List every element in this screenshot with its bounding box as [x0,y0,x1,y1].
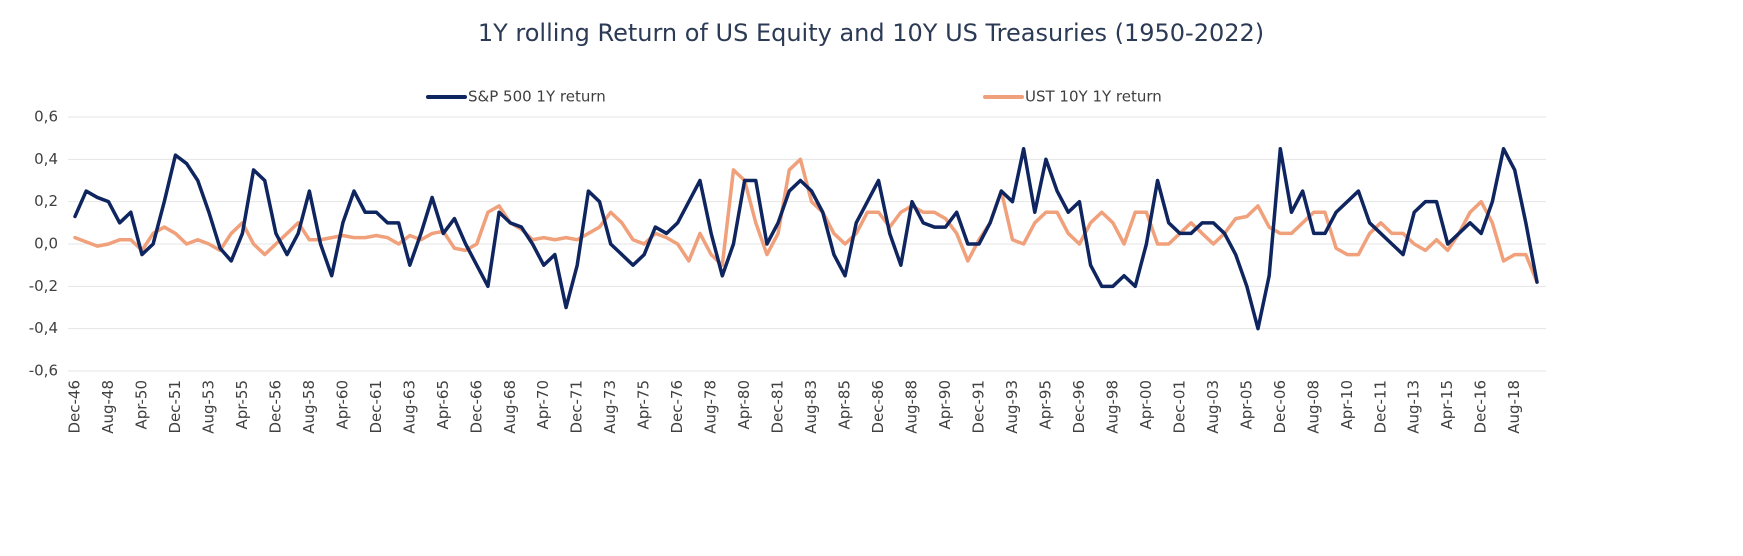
x-tick-label: Aug-03 [1204,380,1222,434]
x-tick-label: Aug-58 [300,380,318,434]
x-tick-label: Apr-80 [735,380,753,430]
x-tick-label: Dec-16 [1472,380,1490,434]
x-tick-label: Dec-91 [969,380,987,434]
x-tick-label: Apr-15 [1438,380,1456,430]
x-tick-label: Dec-66 [467,380,485,434]
x-tick-label: Apr-70 [534,380,552,430]
x-tick-label: Apr-50 [132,380,150,430]
x-tick-label: Apr-75 [635,380,653,430]
x-tick-label: Aug-08 [1304,380,1322,434]
y-tick-label: -0,6 [29,362,58,380]
x-tick-label: Aug-68 [501,380,519,434]
x-tick-label: Aug-13 [1405,380,1423,434]
x-tick-label: Dec-61 [367,380,385,434]
legend-label: UST 10Y 1Y return [1025,88,1162,106]
x-tick-label: Apr-10 [1338,380,1356,430]
series-line [73,147,1539,331]
x-tick-label: Apr-00 [1137,380,1155,430]
x-tick-label: Apr-90 [936,380,954,430]
x-tick-label: Dec-96 [1070,380,1088,434]
x-tick-label: Apr-55 [233,380,251,430]
y-tick-label: 0,0 [34,235,58,253]
x-tick-label: Dec-71 [568,380,586,434]
x-tick-label: Aug-18 [1505,380,1523,434]
x-tick-label: Aug-88 [903,380,921,434]
series-line [73,157,1539,284]
x-tick-label: Apr-05 [1237,380,1255,430]
y-tick-label: 0,2 [34,192,58,210]
x-tick-label: Aug-98 [1103,380,1121,434]
x-tick-label: Dec-81 [769,380,787,434]
x-tick-label: Apr-60 [333,380,351,430]
x-tick-label: Aug-73 [601,380,619,434]
x-tick-label: Apr-95 [1036,380,1054,430]
y-tick-label: -0,2 [29,277,58,295]
x-tick-label: Aug-53 [199,380,217,434]
y-tick-label: -0,4 [29,319,58,337]
x-tick-label: Dec-01 [1170,380,1188,434]
legend-label: S&P 500 1Y return [468,88,606,106]
chart-title: 1Y rolling Return of US Equity and 10Y U… [478,19,1264,47]
x-tick-label: Aug-93 [1003,380,1021,434]
x-tick-label: Dec-51 [166,380,184,434]
x-tick-label: Dec-11 [1371,380,1389,434]
x-tick-label: Dec-46 [66,380,84,434]
x-tick-label: Aug-48 [99,380,117,434]
x-tick-label: Aug-63 [400,380,418,434]
x-tick-label: Aug-78 [702,380,720,434]
x-tick-label: Dec-76 [668,380,686,434]
y-tick-label: 0,6 [34,108,58,126]
x-tick-label: Dec-56 [266,380,284,434]
x-tick-label: Aug-83 [802,380,820,434]
x-tick-label: Apr-85 [836,380,854,430]
x-tick-label: Dec-86 [869,380,887,434]
y-tick-label: 0,4 [34,150,58,168]
x-tick-label: Dec-06 [1271,380,1289,434]
x-tick-label: Apr-65 [434,380,452,430]
